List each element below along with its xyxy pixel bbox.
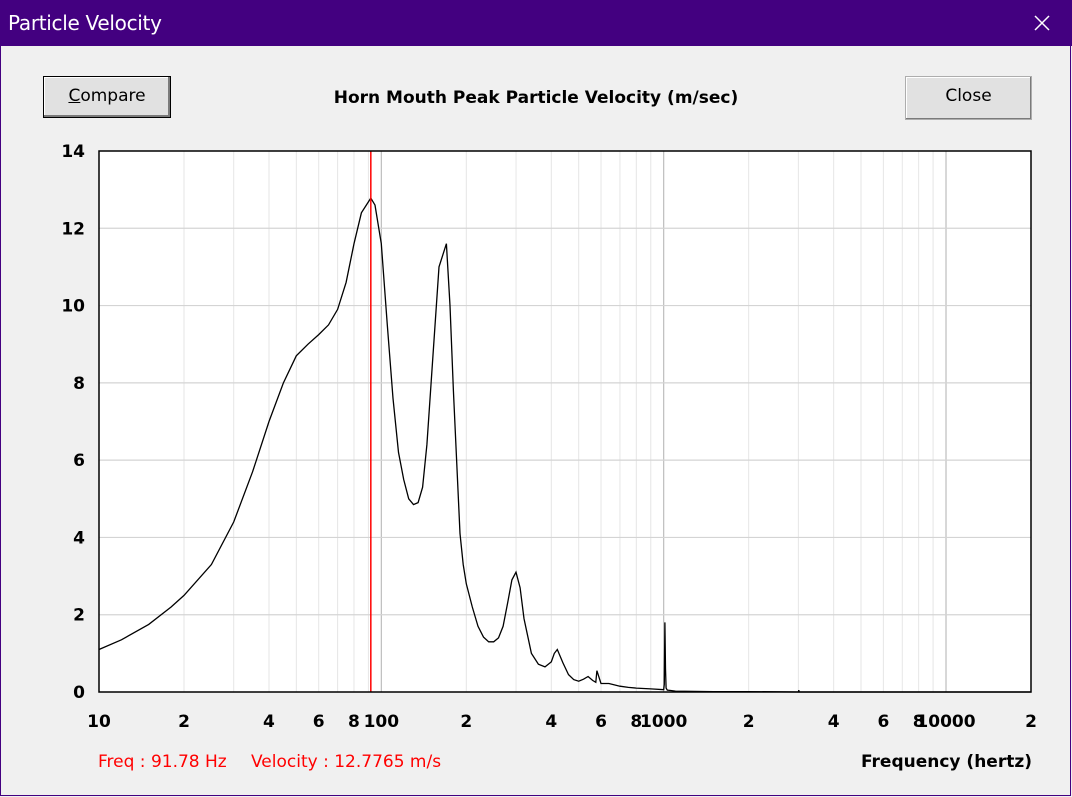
freq-readout: Freq : 91.78 Hz [98, 752, 227, 772]
title-bar: Particle Velocity [0, 0, 1072, 46]
y-tick-label: 8 [73, 374, 85, 394]
x-tick-label: 8 [913, 712, 925, 732]
y-tick-label: 4 [73, 528, 85, 548]
x-tick-label: 4 [263, 712, 275, 732]
dialog-body [0, 46, 1071, 796]
x-tick-label: 10 [87, 712, 111, 732]
x-tick-label: 1000 [640, 712, 687, 732]
x-tick-label: 6 [313, 712, 325, 732]
x-tick-label: 2 [1025, 712, 1037, 732]
compare-button-label: ompare [80, 86, 146, 106]
x-tick-label: 8 [630, 712, 642, 732]
x-tick-label: 6 [595, 712, 607, 732]
y-tick-label: 14 [61, 142, 85, 162]
y-tick-label: 12 [61, 219, 85, 239]
x-tick-label: 100 [364, 712, 400, 732]
close-button[interactable]: Close [905, 76, 1032, 120]
window-title: Particle Velocity [8, 11, 162, 35]
plot-frame [98, 150, 1032, 693]
chart-title: Horn Mouth Peak Particle Velocity (m/sec… [333, 88, 739, 108]
compare-button-mnemonic: C [68, 86, 81, 106]
compare-button[interactable]: Compare [43, 76, 171, 118]
x-tick-label: 8 [348, 712, 360, 732]
y-tick-label: 10 [61, 297, 85, 317]
x-tick-label: 2 [460, 712, 472, 732]
x-tick-label: 4 [545, 712, 557, 732]
y-tick-label: 0 [73, 683, 85, 703]
x-tick-label: 2 [178, 712, 190, 732]
x-tick-label: 10000 [916, 712, 975, 732]
x-tick-label: 2 [743, 712, 755, 732]
x-axis-label: Frequency (hertz) [861, 752, 1032, 772]
y-tick-label: 2 [73, 606, 85, 626]
velocity-series-line [98, 196, 1031, 693]
y-tick-label: 6 [73, 451, 85, 471]
x-tick-label: 6 [877, 712, 889, 732]
velocity-readout: Velocity : 12.7765 m/s [251, 752, 442, 772]
close-icon[interactable] [1028, 9, 1056, 37]
plot-background [99, 151, 1031, 692]
x-tick-label: 4 [828, 712, 840, 732]
chart-grid [99, 151, 1032, 692]
